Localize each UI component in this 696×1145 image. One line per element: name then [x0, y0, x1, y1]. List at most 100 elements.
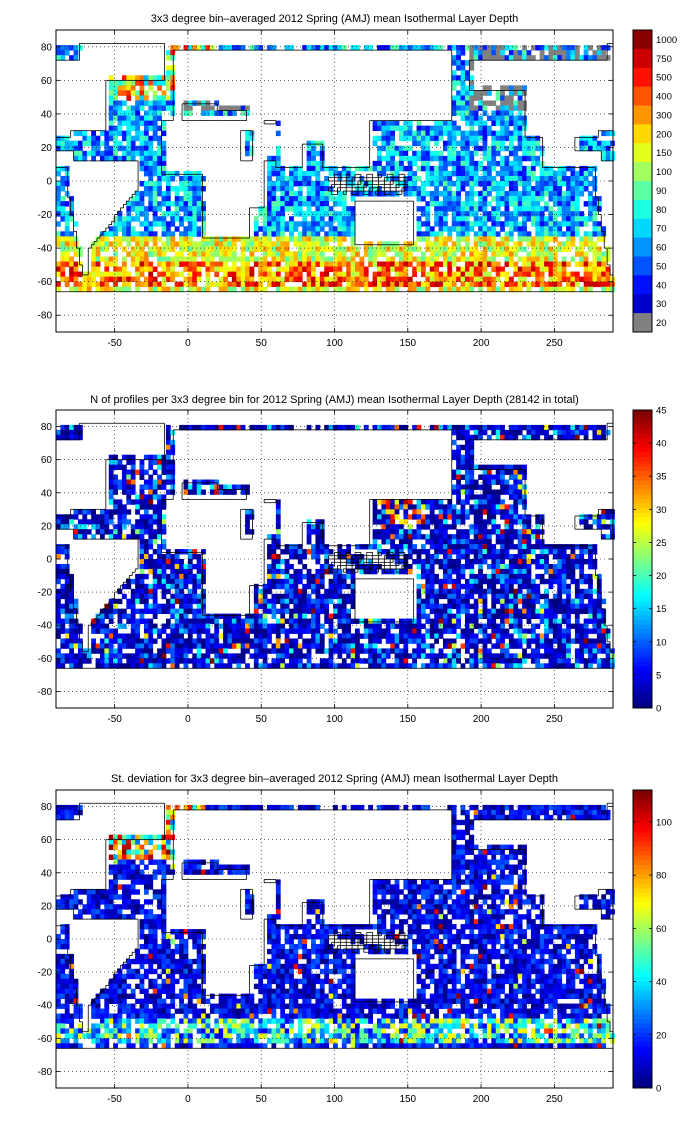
data-cell: [131, 226, 136, 231]
data-cell: [118, 131, 123, 136]
data-cell: [324, 246, 329, 251]
data-cell: [562, 272, 567, 277]
data-cell: [430, 499, 435, 504]
data-cell: [474, 221, 479, 226]
data-cell: [280, 216, 285, 221]
data-cell: [267, 262, 272, 267]
data-cell: [421, 156, 426, 161]
data-cell: [518, 231, 523, 236]
data-cell: [228, 282, 233, 287]
data-cell: [153, 95, 158, 100]
data-cell: [236, 425, 241, 430]
data-cell: [425, 191, 430, 196]
data-cell: [434, 191, 439, 196]
data-cell: [184, 489, 189, 494]
data-cell: [487, 246, 492, 251]
data-cell: [206, 236, 211, 241]
data-cell: [557, 186, 562, 191]
data-cell: [452, 201, 457, 206]
data-cell: [518, 425, 523, 430]
data-cell: [157, 80, 162, 85]
data-cell: [509, 430, 514, 435]
data-cell: [478, 282, 483, 287]
data-cell: [271, 425, 276, 430]
data-cell: [496, 246, 501, 251]
data-cell: [170, 171, 175, 176]
data-cell: [311, 267, 316, 272]
data-cell: [302, 246, 307, 251]
data-cell: [109, 485, 114, 490]
data-cell: [566, 236, 571, 241]
data-cell: [192, 257, 197, 262]
data-cell: [74, 241, 79, 246]
colorbar-label: 500: [656, 73, 672, 84]
data-cell: [104, 277, 109, 282]
data-cell: [232, 489, 237, 494]
data-cell: [188, 181, 193, 186]
data-cell: [337, 231, 342, 236]
data-cell: [122, 480, 127, 485]
data-cell: [302, 287, 307, 292]
data-cell: [324, 241, 329, 246]
data-cell: [469, 196, 474, 201]
data-cell: [162, 100, 167, 105]
data-cell: [430, 201, 435, 206]
data-cell: [140, 221, 145, 226]
data-cell: [434, 262, 439, 267]
data-cell: [425, 146, 430, 151]
data-cell: [157, 85, 162, 90]
data-cell: [144, 95, 149, 100]
data-cell: [179, 251, 184, 256]
data-cell: [478, 257, 483, 262]
data-cell: [513, 485, 518, 490]
data-cell: [439, 287, 444, 292]
data-cell: [307, 176, 312, 181]
data-cell: [496, 161, 501, 166]
data-cell: [487, 171, 492, 176]
data-cell: [601, 277, 606, 282]
data-cell: [245, 146, 250, 151]
data-cell: [206, 251, 211, 256]
data-cell: [140, 241, 145, 246]
data-cell: [162, 241, 167, 246]
data-cell: [491, 465, 496, 470]
data-cell: [241, 272, 246, 277]
data-cell: [381, 191, 386, 196]
data-cell: [74, 50, 79, 55]
data-cell: [153, 485, 158, 490]
data-cell: [153, 282, 158, 287]
data-cell: [311, 156, 316, 161]
data-cell: [135, 116, 140, 121]
data-cell: [135, 246, 140, 251]
data-cell: [329, 191, 334, 196]
data-cell: [610, 131, 615, 136]
data-cell: [258, 282, 263, 287]
data-cell: [258, 241, 263, 246]
data-cell: [373, 126, 378, 131]
data-cell: [118, 90, 123, 95]
data-cell: [223, 425, 228, 430]
data-cell: [166, 489, 171, 494]
data-cell: [267, 425, 272, 430]
data-cell: [447, 499, 452, 504]
data-cell: [443, 257, 448, 262]
data-cell: [465, 121, 470, 126]
data-cell: [531, 201, 536, 206]
data-cell: [553, 267, 558, 272]
data-cell: [293, 181, 298, 186]
data-cell: [245, 246, 250, 251]
data-cell: [412, 156, 417, 161]
data-cell: [592, 55, 597, 60]
data-cell: [355, 45, 360, 50]
data-cell: [144, 499, 149, 504]
data-cell: [351, 196, 356, 201]
data-cell: [452, 181, 457, 186]
data-cell: [109, 231, 114, 236]
data-cell: [487, 45, 492, 50]
data-cell: [241, 425, 246, 430]
data-cell: [122, 231, 127, 236]
data-cell: [210, 257, 215, 262]
data-cell: [412, 141, 417, 146]
data-cell: [597, 236, 602, 241]
data-cell: [148, 465, 153, 470]
